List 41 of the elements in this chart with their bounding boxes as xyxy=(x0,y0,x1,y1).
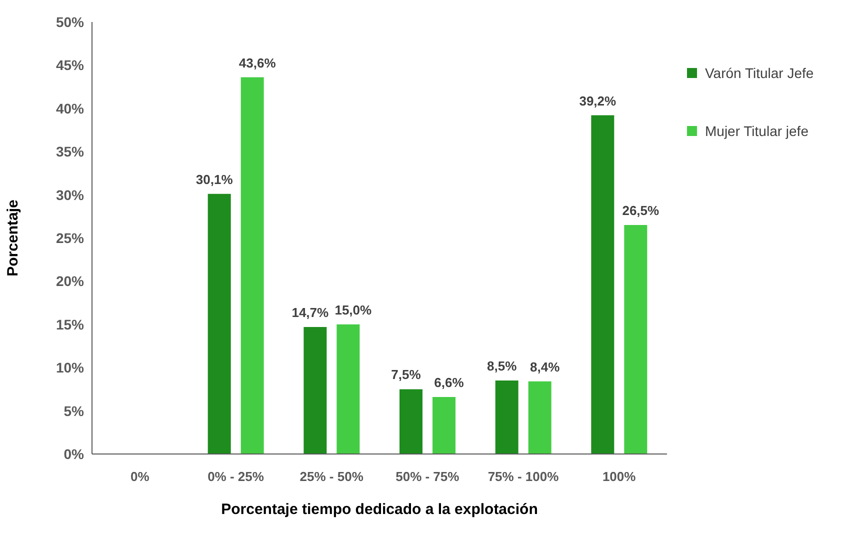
bar xyxy=(240,77,264,454)
y-tick-label: 0% xyxy=(64,446,85,462)
bar xyxy=(528,381,552,454)
y-tick-label: 20% xyxy=(56,273,85,290)
y-tick-label: 30% xyxy=(56,186,85,203)
data-label: 30,1% xyxy=(196,172,234,187)
bar xyxy=(432,396,456,454)
y-tick-label: 45% xyxy=(56,57,85,74)
y-tick-label: 5% xyxy=(64,402,85,419)
data-label: 26,5% xyxy=(622,203,660,218)
x-tick-label: 100% xyxy=(602,469,636,484)
data-label: 6,6% xyxy=(434,374,464,390)
data-label: 14,7% xyxy=(292,304,330,320)
data-label: 39,2% xyxy=(579,93,617,108)
bar xyxy=(336,324,360,454)
y-tick-label: 40% xyxy=(56,100,85,116)
bar xyxy=(624,225,648,454)
legend-label: Mujer Titular jefe xyxy=(705,123,808,139)
x-tick-label: 25% - 50% xyxy=(300,469,364,484)
bar xyxy=(591,115,614,454)
x-tick-label: 75% - 100% xyxy=(488,469,560,484)
bar xyxy=(304,326,327,454)
data-label: 43,6% xyxy=(238,55,276,70)
y-tick-label: 10% xyxy=(56,360,85,376)
y-tick-label: 35% xyxy=(56,144,85,160)
bar xyxy=(495,380,518,454)
data-label: 8,5% xyxy=(487,358,518,374)
y-tick-label: 50% xyxy=(56,14,85,30)
x-axis-title: Porcentaje tiempo dedicado a la explotación xyxy=(221,501,538,518)
y-tick-label: 25% xyxy=(56,230,85,246)
legend-label: Varón Titular Jefe xyxy=(705,65,814,81)
data-label: 8,4% xyxy=(530,359,560,374)
y-tick-label: 15% xyxy=(56,316,85,332)
data-label: 15,0% xyxy=(334,302,372,318)
x-tick-label: 50% - 75% xyxy=(396,469,460,484)
data-label: 7,5% xyxy=(391,367,422,382)
y-axis-title: Porcentaje xyxy=(4,200,22,276)
bar xyxy=(208,194,231,454)
x-tick-label: 0% xyxy=(130,469,150,484)
bar xyxy=(400,389,422,454)
x-tick-label: 0% - 25% xyxy=(208,469,264,484)
